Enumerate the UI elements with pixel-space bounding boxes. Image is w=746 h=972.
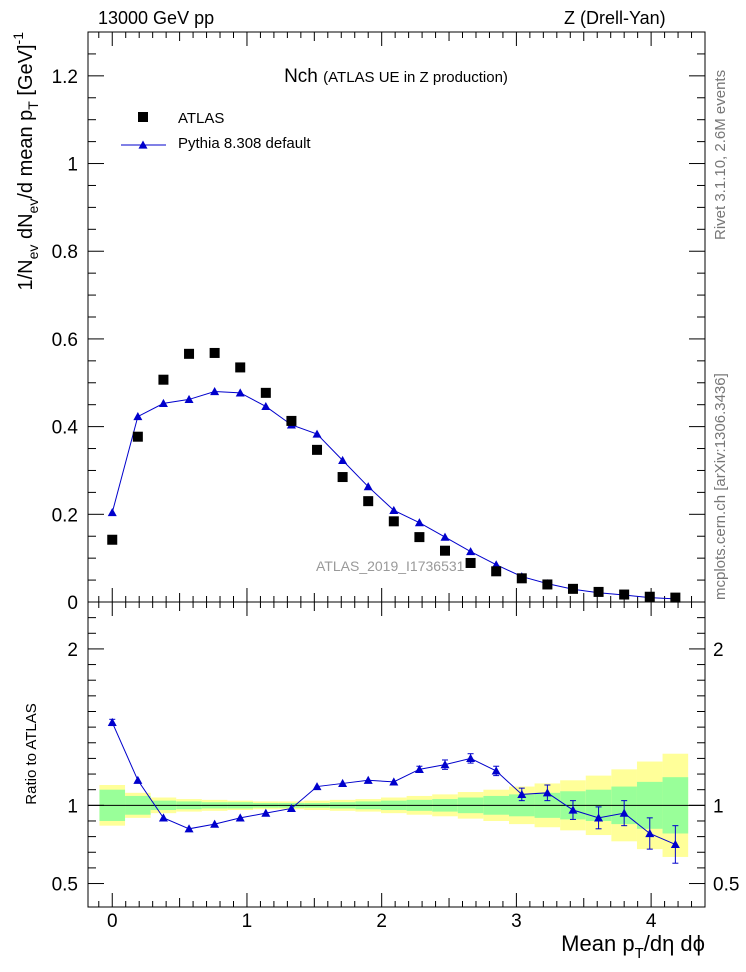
atlas-marker [619,589,630,600]
ratio-marker [466,753,476,763]
atlas-marker [388,516,399,527]
x-tick-label: 4 [646,911,657,932]
atlas-marker [260,387,271,398]
header-right: Z (Drell-Yan) [564,8,666,28]
atlas-marker [593,586,604,597]
atlas-marker [414,532,425,543]
legend-pythia-label: Pythia 8.308 default [178,135,311,152]
ratio-marker [312,782,322,791]
legend-atlas-label: ATLAS [178,110,224,127]
ratio-y-tick-label: 1 [67,796,78,817]
legend-pythia-marker [138,140,148,149]
ratio-marker [133,775,143,784]
ratio-marker [389,777,399,786]
x-axis-label: Mean pT/dη dϕ [561,931,705,962]
ratio-marker [517,789,527,798]
pythia-marker [338,455,348,464]
pythia-marker [235,388,245,397]
ratio-plot-frame [87,601,706,908]
ratio-y-tick-label: 2 [67,640,78,661]
ratio-y-tick-label: 0.5 [52,875,78,896]
y-tick-label: 0.6 [52,330,78,351]
ratio-marker [158,813,168,822]
atlas-marker [132,431,143,442]
ratio-marker [491,766,501,775]
pythia-marker [184,394,194,404]
y-axis-label: 1/Nev dNev/d mean pT [GeV]-1 [10,32,41,291]
atlas-marker [670,592,681,603]
atlas-marker [286,415,297,426]
atlas-marker [312,444,323,455]
ratio-y-axis-label: Ratio to ATLAS [23,703,40,804]
ratio-marker [670,839,680,849]
atlas-marker [567,583,578,594]
pythia-marker [312,429,322,438]
ratio-marker [107,717,117,727]
ratio-marker [286,803,296,813]
ratio-marker [235,813,245,822]
pythia-marker [133,412,143,421]
ratio-y-tick-label-right: 2 [713,640,724,661]
atlas-marker [158,374,169,385]
pythia-marker [210,387,220,396]
atlas-marker [465,557,476,568]
ratio-marker [261,808,271,817]
atlas-marker [491,566,502,577]
axis-labels: 0 1 2 3 4 0 0.2 0.4 0.6 0.8 1 1.2 0.5 0.5 1 1 2 2 Nch (ATL… [10,32,739,962]
atlas-marker [107,534,118,545]
y-tick-label: 1 [67,155,78,176]
ratio-marker [338,778,348,788]
atlas-marker [363,496,374,507]
y-tick-label: 0 [67,593,78,614]
atlas-marker [542,579,553,590]
x-tick-label: 0 [107,911,118,932]
atlas-marker [516,573,527,584]
y-tick-label: 0.8 [52,242,78,263]
ratio-marker [619,808,629,817]
pythia-marker [107,508,117,517]
pythia-marker [440,532,450,541]
atlas-marker [235,362,246,373]
pythia-marker [389,505,399,514]
analysis-watermark: ATLAS_2019_I1736531 [316,558,465,574]
y-tick-label: 1.2 [52,67,78,88]
header-left: 13000 GeV pp [98,8,215,28]
atlas-marker [644,591,655,602]
atlas-marker [184,348,195,359]
atlas-marker [209,347,220,358]
ratio-marker [594,813,604,822]
ratio-marker [414,764,424,773]
ratio-marker [542,788,552,797]
atlas-marker [337,472,348,483]
ratio-marker [645,828,655,838]
x-tick-label: 3 [511,911,522,932]
data-marks [107,347,681,864]
x-tick-label: 2 [376,911,387,932]
plot-title: Nch (ATLAS UE in Z production) [284,66,508,87]
ratio-marker [210,819,220,828]
legend-atlas-marker [138,112,148,122]
pythia-marker [414,518,424,527]
ratio-y-tick-label-right: 0.5 [713,875,739,896]
y-tick-label: 0.2 [52,505,78,526]
pythia-marker [158,398,168,407]
ratio-marker [568,805,578,814]
ratio-marker [363,775,373,784]
pythia-marker [491,560,501,569]
ratio-y-tick-label-right: 1 [713,796,724,817]
axis-ticks [88,31,705,907]
pythia-marker [466,547,476,556]
ratio-marker [440,760,450,769]
pythia-marker [261,401,271,411]
y-tick-label: 0.4 [52,418,79,439]
atlas-marker [439,545,450,556]
ratio-marker [184,824,194,833]
x-tick-label: 1 [242,911,253,932]
pythia-marker [363,482,373,491]
